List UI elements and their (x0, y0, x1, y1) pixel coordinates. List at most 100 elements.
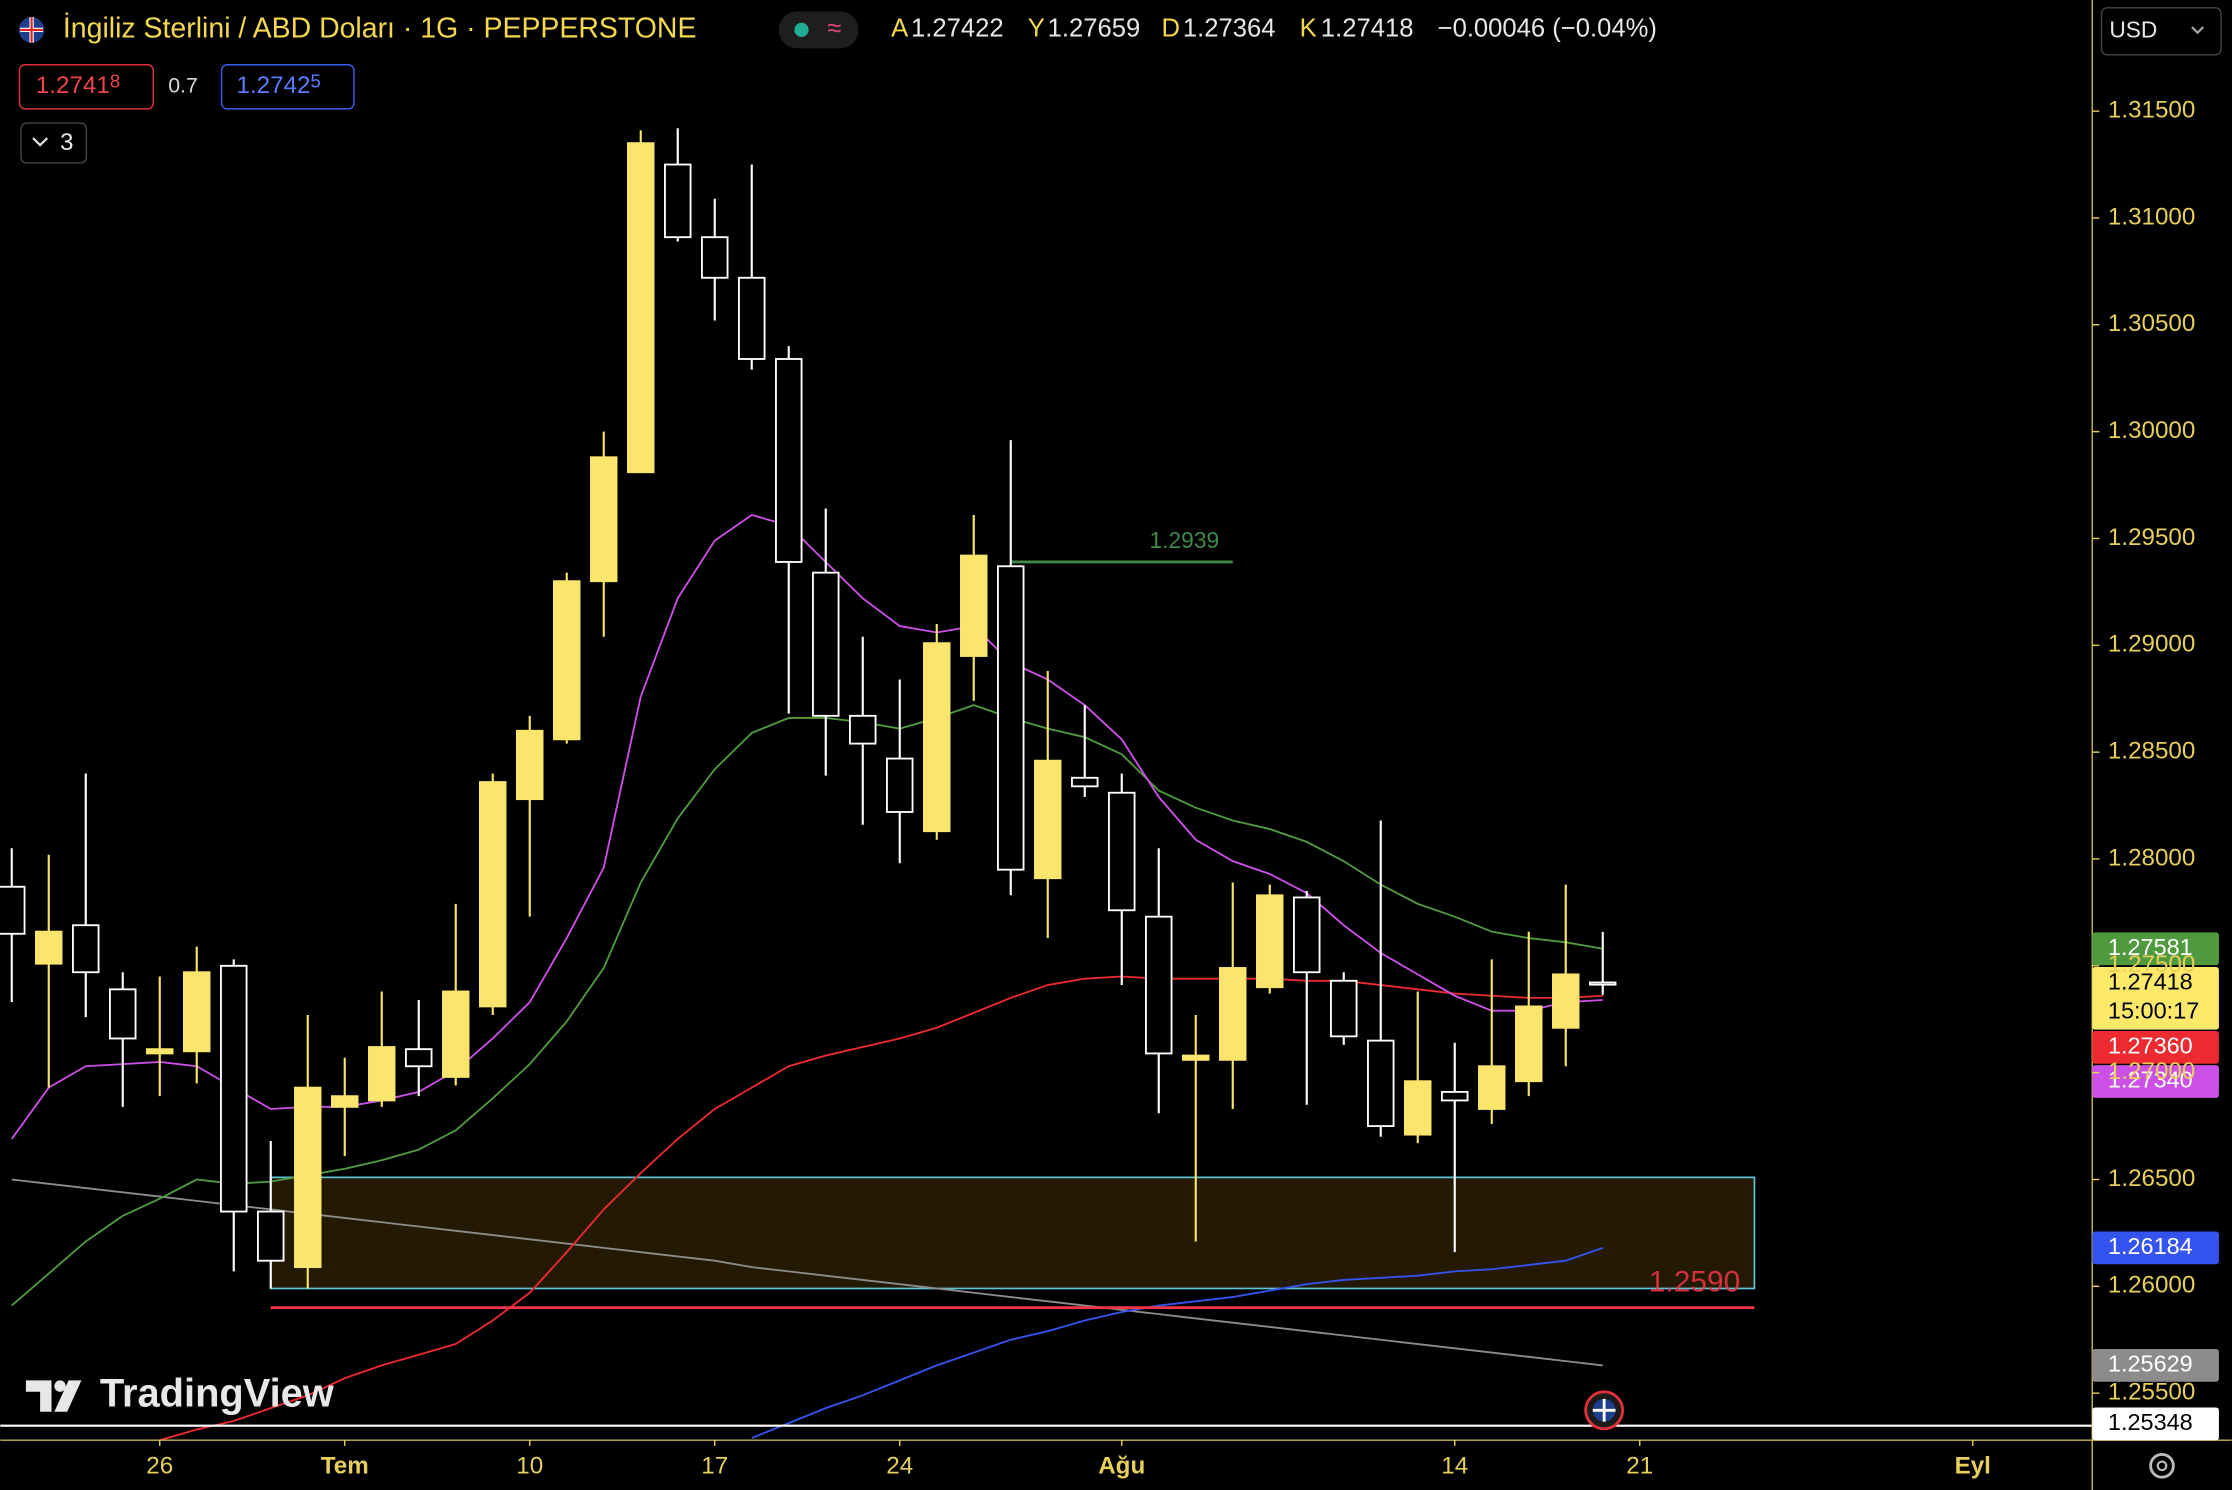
ma-value-label: 1.27340 (2108, 1067, 2193, 1093)
ma-value-label-box (2092, 1231, 2219, 1265)
x-tick-label: Tem (321, 1453, 369, 1480)
candle-body (849, 714, 877, 745)
candle-body (701, 236, 729, 279)
candle-body (627, 142, 655, 474)
chevron (2191, 26, 2205, 35)
x-tick-label: 14 (1441, 1453, 1468, 1480)
plot-area: 1.2939 1.2590 (0, 128, 2093, 1442)
y-tick-label: 1.27500 (2108, 951, 2195, 978)
candle-body (738, 276, 766, 360)
y-tick-label: 1.29000 (2108, 631, 2195, 658)
ma-value-label-box (2092, 1065, 2219, 1098)
candle-body (1515, 1005, 1543, 1083)
y-tick-label: 1.31500 (2108, 97, 2195, 124)
candle-body (664, 163, 692, 239)
price-labels: 1.27581 1.27418 15:00:17 1.27360 1.27340 1.26… (2092, 932, 2219, 1441)
y-tick-label: 1.27000 (2108, 1058, 2195, 1085)
currency-label: USD (2109, 16, 2157, 42)
ohlc-value: 1.27364 (1183, 15, 1276, 43)
event-marker[interactable] (1584, 1390, 1625, 1431)
candle-body (109, 988, 137, 1040)
logo (25, 1380, 82, 1412)
x-tick-label: Ağu (1098, 1453, 1145, 1480)
level-price-label-box (2092, 1407, 2219, 1441)
candle-body (183, 971, 211, 1053)
y-tick-label: 1.30000 (2108, 417, 2195, 444)
ohlc-label: D (1162, 15, 1181, 43)
y-tick-label: 1.29500 (2108, 524, 2195, 551)
level-price-label: 1.25348 (2108, 1409, 2193, 1435)
y-tick-label: 1.26000 (2108, 1272, 2195, 1299)
market-open-dot (794, 22, 809, 38)
sell-price-pip: 8 (110, 70, 120, 91)
ma-line (10, 513, 1603, 1140)
candle-body (1108, 791, 1136, 912)
watermark: TradingView (100, 1372, 335, 1416)
candle-body (1367, 1039, 1395, 1128)
ma-value-label-box (2092, 1349, 2219, 1382)
candle-body (1182, 1054, 1210, 1061)
candle-body (1330, 979, 1358, 1038)
ma-line (159, 975, 1603, 1442)
x-tick-label: Eyl (1955, 1453, 1991, 1480)
ohlc-label: K (1300, 15, 1317, 43)
zone (269, 1176, 1756, 1290)
last-price-label-box (2092, 966, 2219, 1030)
y-tick-label: 1.28500 (2108, 738, 2195, 765)
x-tick-label: 24 (886, 1453, 913, 1480)
candle-body (1145, 915, 1173, 1055)
candle-body (294, 1086, 322, 1269)
candle-body (1071, 776, 1099, 788)
candle-body (775, 358, 803, 563)
symbol-title[interactable]: İngiliz Sterlini / ABD Doları · 1G · PEP… (63, 12, 697, 44)
ohlc-value: 1.27418 (1321, 15, 1414, 43)
chevron (32, 137, 49, 147)
status-pill[interactable] (778, 11, 859, 49)
candle-body (1256, 894, 1284, 989)
y-tick-label: 1.30500 (2108, 310, 2195, 337)
y-tick-label: 1.25500 (2108, 1379, 2195, 1406)
change: −0.00046 (−0.04%) (1438, 15, 1657, 43)
sell-price-main: 1.2741 (36, 72, 110, 99)
candle-body (997, 565, 1025, 871)
ma-value-label-box (2092, 932, 2219, 966)
ma-value-label: 1.27581 (2108, 934, 2193, 960)
buy-price-pip: 5 (311, 70, 321, 91)
ma-line (11, 1178, 1603, 1367)
y-tick-label: 1.31000 (2108, 203, 2195, 230)
candle-body (405, 1048, 433, 1068)
candle-body (479, 781, 507, 1008)
x-tick-label: 10 (516, 1453, 543, 1480)
candle-body (1589, 981, 1617, 986)
candle-body (257, 1210, 285, 1262)
ma-value-label: 1.27360 (2108, 1033, 2193, 1059)
candle-body (1478, 1065, 1506, 1110)
candle-body (0, 885, 26, 935)
spread: 0.7 (168, 73, 198, 97)
status-wave: ≈ (827, 15, 841, 43)
ma-value-label: 1.25629 (2108, 1351, 2193, 1377)
settings-icon[interactable] (2149, 1452, 2175, 1479)
buy-button[interactable] (220, 64, 355, 110)
candle-body (553, 580, 581, 741)
candle-body (1219, 967, 1247, 1061)
y-tick-label: 1.28000 (2108, 844, 2195, 871)
y-tick-label: 1.26500 (2108, 1165, 2195, 1192)
currency-select[interactable] (2100, 7, 2222, 56)
countdown: 15:00:17 (2108, 998, 2199, 1024)
ma-value-label-box (2092, 1031, 2219, 1064)
candle-body (146, 1048, 174, 1055)
indicators-toggle[interactable] (20, 122, 88, 164)
buy-price: 1.27425 (237, 70, 321, 99)
candle-body (1034, 759, 1062, 880)
ohlc-value: 1.27422 (911, 15, 1004, 43)
ma-value-label: 1.26184 (2108, 1233, 2193, 1259)
candle-body (442, 990, 470, 1078)
level-label: 1.2939 (1150, 527, 1220, 553)
sell-button[interactable] (18, 64, 154, 110)
flag-icon (18, 17, 45, 43)
candle-body (960, 554, 988, 657)
x-tick-label: 26 (146, 1453, 173, 1480)
candle-body (331, 1095, 359, 1108)
